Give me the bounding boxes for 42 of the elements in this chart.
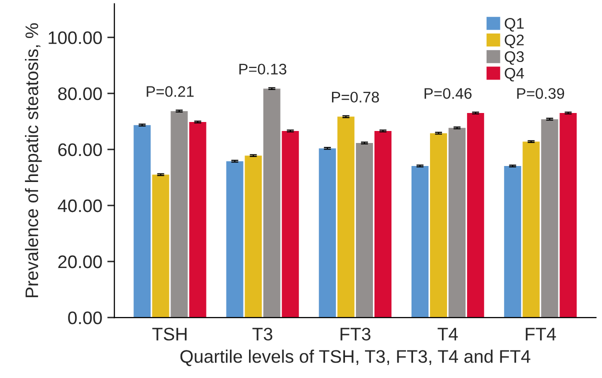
bar bbox=[430, 133, 448, 318]
bar bbox=[226, 161, 244, 318]
bar bbox=[170, 111, 188, 318]
y-tick-label: 0.00 bbox=[68, 311, 102, 324]
x-tick-label: T4 bbox=[438, 328, 458, 340]
annotation: P=0.46 bbox=[424, 88, 472, 99]
bar bbox=[411, 166, 429, 318]
bar bbox=[560, 113, 577, 318]
bar bbox=[189, 122, 206, 318]
bar bbox=[244, 156, 262, 318]
y-tick-label: 40.00 bbox=[58, 199, 102, 212]
y-tick-label: 100.00 bbox=[48, 31, 102, 44]
bar bbox=[134, 125, 151, 318]
bar bbox=[467, 113, 484, 318]
x-tick-label: T3 bbox=[252, 328, 272, 341]
legend-label: Q2 bbox=[504, 34, 524, 48]
y-tick-label: 60.00 bbox=[58, 143, 102, 156]
legend-label: Q4 bbox=[504, 68, 524, 82]
legend-label: Q3 bbox=[504, 51, 524, 65]
bar bbox=[356, 143, 373, 318]
y-tick-label: 20.00 bbox=[58, 255, 102, 268]
annotation: P=0.78 bbox=[332, 92, 379, 103]
bar bbox=[337, 116, 354, 318]
bar bbox=[318, 148, 336, 318]
x-tick-label: TSH bbox=[152, 328, 187, 341]
y-axis-title: Prevalence of hepatic steatosis, % bbox=[24, 23, 42, 298]
legend-label: Q1 bbox=[504, 18, 524, 32]
y-tick-label: 80.00 bbox=[58, 87, 102, 100]
annotation: P=0.21 bbox=[146, 86, 194, 97]
bar bbox=[282, 130, 299, 318]
bar bbox=[263, 88, 280, 318]
bar bbox=[541, 119, 558, 318]
x-axis-title: Quartile levels of TSH, T3, FT3, T4 and FT4 bbox=[180, 350, 530, 366]
x-tick-label: FT3 bbox=[340, 328, 370, 341]
bar bbox=[504, 166, 522, 318]
bar bbox=[374, 130, 392, 318]
bar bbox=[448, 128, 466, 318]
x-tick-label: FT4 bbox=[526, 328, 556, 340]
annotation: P=0.39 bbox=[517, 88, 564, 99]
bar bbox=[152, 174, 170, 318]
annotation: P=0.13 bbox=[239, 64, 286, 75]
bar bbox=[522, 142, 540, 318]
